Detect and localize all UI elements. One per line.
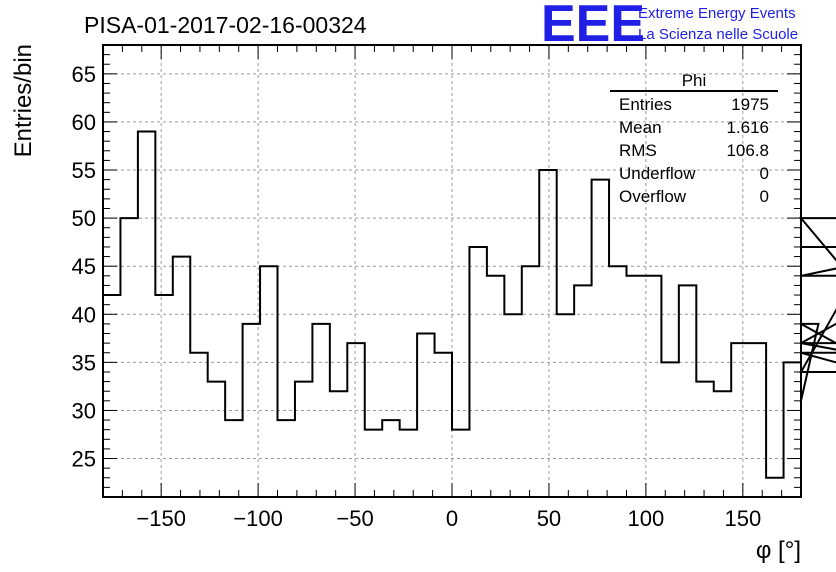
x-tick-label: 100 <box>628 506 665 531</box>
y-tick-label: 40 <box>72 302 96 327</box>
y-tick-label: 35 <box>72 350 96 375</box>
plot-frame <box>102 44 802 498</box>
x-tick-label: −50 <box>336 506 373 531</box>
logo-line-2: La Scienza nelle Scuole <box>638 26 798 43</box>
chart-title: PISA-01-2017-02-16-00324 <box>84 12 367 38</box>
stats-value: 0 <box>760 187 769 206</box>
x-axis-title: φ [°] <box>756 537 801 564</box>
histogram-outline <box>103 130 836 479</box>
x-tick-labels: −150 −100 −50 0 50 100 150 <box>136 506 761 531</box>
y-tick-label: 25 <box>72 447 96 472</box>
y-tick-labels: 25 30 35 40 45 50 55 60 65 <box>72 62 96 472</box>
y-tick-label: 30 <box>72 398 96 423</box>
stats-value: 0 <box>760 164 769 183</box>
y-tick-label: 60 <box>72 110 96 135</box>
stats-rows: Entries 1975 Mean 1.616 RMS 106.8 Underflow 0 Ov… <box>619 95 769 206</box>
x-tick-label: 150 <box>724 506 761 531</box>
stats-box: Phi Entries 1975 Mean 1.616 RMS 106.8 Underflo… <box>610 71 778 206</box>
y-tick-label: 65 <box>72 62 96 87</box>
y-tick-label: 55 <box>72 158 96 183</box>
stats-label: Underflow <box>619 164 696 183</box>
x-tick-label: −100 <box>233 506 283 531</box>
y-tick-label: 50 <box>72 206 96 231</box>
stats-value: 106.8 <box>726 141 769 160</box>
stats-label: Entries <box>619 95 672 114</box>
stats-value: 1.616 <box>726 118 769 137</box>
y-axis-title: Entries/bin <box>10 44 37 157</box>
stats-label: RMS <box>619 141 657 160</box>
logo-line-1: Extreme Energy Events <box>638 5 796 22</box>
plot-grid <box>103 45 801 497</box>
stats-title: Phi <box>682 71 707 90</box>
y-tick-label: 45 <box>72 254 96 279</box>
x-tick-label: 0 <box>446 506 458 531</box>
eee-logo: EEE Extreme Energy Events La Scienza nel… <box>541 0 798 53</box>
x-tick-label: 50 <box>537 506 561 531</box>
x-tick-label: −150 <box>136 506 186 531</box>
stats-value: 1975 <box>731 95 769 114</box>
stats-label: Overflow <box>619 187 687 206</box>
stats-label: Mean <box>619 118 662 137</box>
